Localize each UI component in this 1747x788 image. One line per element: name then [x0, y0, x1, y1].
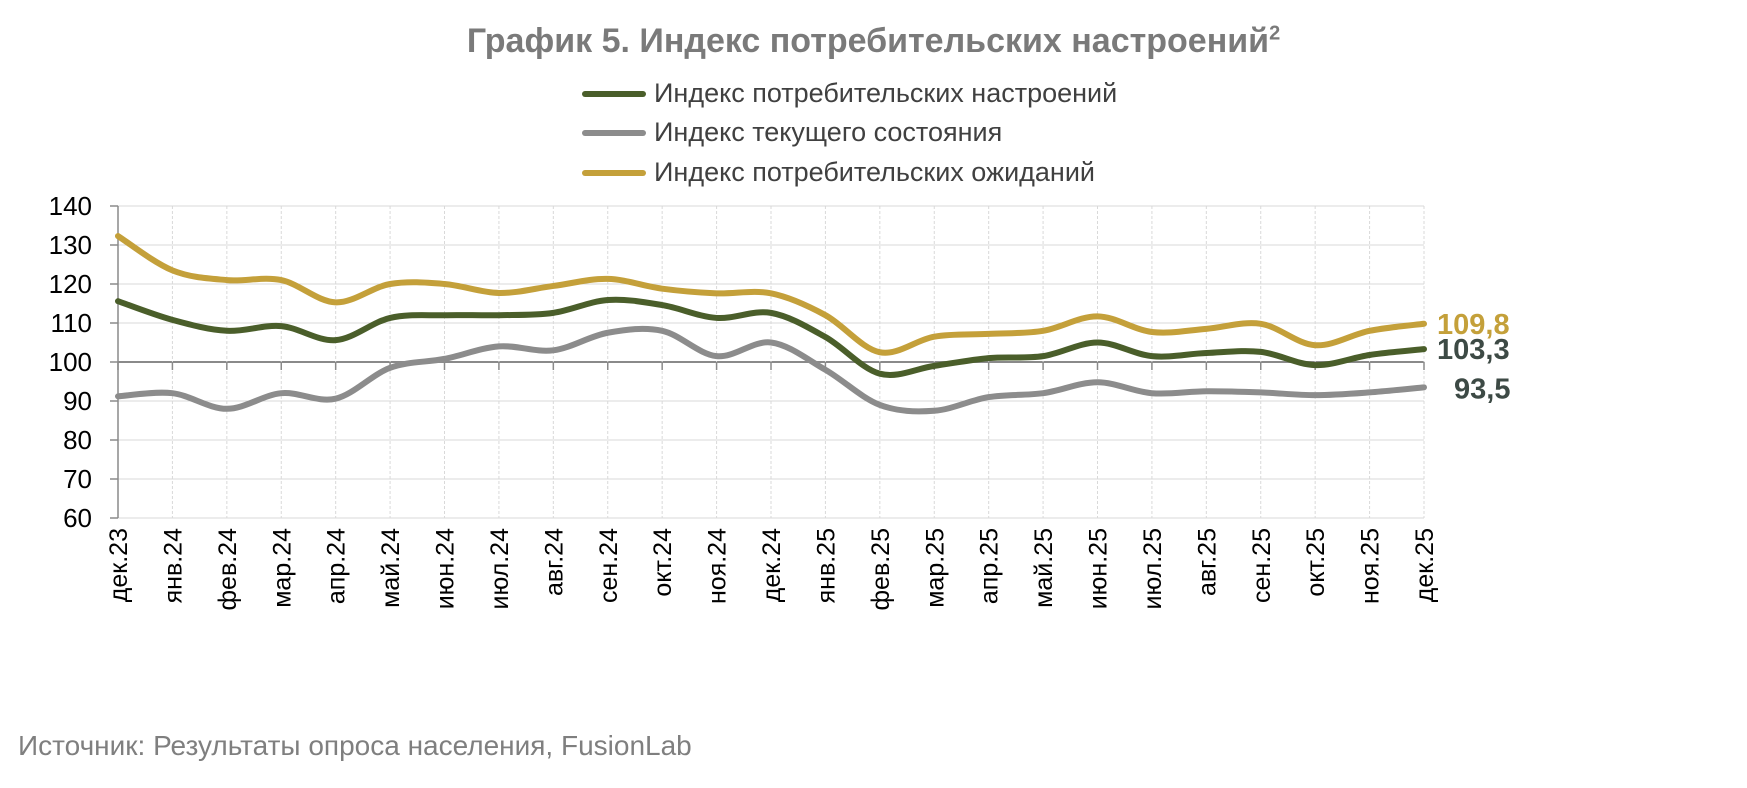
legend-label: Индекс потребительских ожиданий: [654, 157, 1095, 187]
legend-swatch: [582, 169, 646, 176]
y-tick-label: 80: [63, 425, 92, 455]
y-tick-label: 120: [49, 269, 92, 299]
y-tick-label: 90: [63, 386, 92, 416]
y-tick-label: 130: [49, 230, 92, 260]
end-value-label: 93,5: [1454, 373, 1510, 405]
y-tick-label: 60: [63, 503, 92, 533]
x-tick-label: июл.25: [1139, 528, 1167, 610]
end-value-label: 103,3: [1437, 334, 1510, 366]
legend-label: Индекс потребительских настроений: [654, 78, 1118, 108]
x-tick-label: окт.25: [1302, 528, 1330, 597]
y-tick-label: 100: [49, 347, 92, 377]
series-line: [115, 325, 1427, 415]
y-tick-label: 70: [63, 464, 92, 494]
x-tick-label: авг.25: [1193, 528, 1221, 596]
x-tick-label: янв.25: [812, 528, 840, 603]
x-tick-label: июн.24: [432, 528, 460, 609]
x-tick-label: авг.24: [540, 528, 568, 596]
x-tick-label: май.25: [1030, 528, 1058, 608]
x-tick-label: дек.23: [105, 528, 133, 602]
x-tick-label: ноя.24: [704, 528, 732, 604]
series-line: [115, 233, 1427, 356]
chart-title: График 5. Индекс потребительских настрое…: [0, 22, 1747, 61]
x-tick-label: фев.25: [867, 528, 895, 611]
source-note: Источник: Результаты опроса населения, F…: [18, 730, 692, 761]
x-tick-label: дек.25: [1411, 528, 1439, 602]
legend-item-sentiment: Индекс потребительских настроений: [582, 78, 1117, 109]
legend-swatch: [582, 129, 646, 136]
legend-item-current: Индекс текущего состояния: [582, 117, 1002, 148]
x-tick-label: янв.24: [159, 528, 187, 603]
x-tick-label: мар.24: [268, 528, 296, 608]
x-tick-label: июн.25: [1085, 528, 1113, 609]
x-tick-label: апр.25: [976, 528, 1004, 604]
y-tick-label: 110: [51, 308, 92, 338]
x-tick-label: окт.24: [649, 528, 677, 597]
x-tick-label: мар.25: [921, 528, 949, 608]
x-tick-label: дек.24: [758, 528, 786, 602]
title-footnote: 2: [1269, 22, 1281, 45]
end-value-label: 109,8: [1437, 309, 1510, 341]
x-tick-label: сен.24: [595, 528, 623, 603]
legend-item-expectations: Индекс потребительских ожиданий: [582, 157, 1095, 188]
x-tick-label: июл.24: [486, 528, 514, 610]
y-tick-label: 140: [49, 191, 92, 221]
x-tick-label: фев.24: [214, 528, 242, 611]
series-line: [115, 296, 1427, 378]
legend-label: Индекс текущего состояния: [654, 117, 1003, 147]
legend-swatch: [582, 90, 646, 97]
chart-title-text: График 5. Индекс потребительских настрое…: [466, 22, 1270, 60]
x-tick-label: апр.24: [323, 528, 351, 604]
x-tick-label: май.24: [377, 528, 405, 608]
x-tick-label: ноя.25: [1357, 528, 1385, 604]
x-tick-label: сен.25: [1248, 528, 1276, 603]
